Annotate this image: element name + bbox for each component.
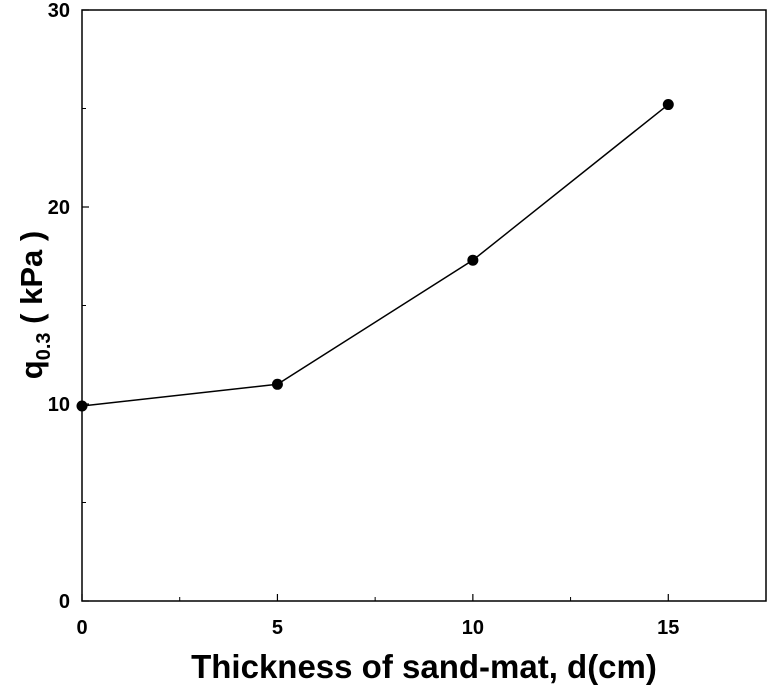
y-tick-label: 30 — [48, 0, 70, 22]
y-axis-title-unit: ( kPa ) — [14, 231, 49, 333]
series-line — [81, 103, 669, 407]
axis-ticks — [81, 9, 767, 602]
data-point — [76, 400, 88, 412]
y-axis-title-base: q — [14, 360, 49, 379]
y-axis-title-subscript: 0.3 — [33, 332, 55, 360]
y-tick-label: 10 — [48, 394, 70, 416]
data-point — [271, 378, 283, 390]
y-tick-label: 20 — [48, 197, 70, 219]
x-tick-label: 5 — [272, 617, 283, 639]
x-tick-label: 10 — [462, 617, 484, 639]
x-tick-label: 15 — [657, 617, 679, 639]
data-point — [467, 254, 479, 266]
y-tick-label: 0 — [59, 591, 70, 613]
data-series — [76, 99, 674, 412]
x-tick-label: 0 — [76, 617, 87, 639]
x-axis-title: Thickness of sand-mat, d(cm) — [191, 648, 657, 685]
axis-tick-labels: 0 5 10 15 0 10 20 30 — [48, 0, 680, 639]
data-point — [662, 99, 674, 111]
plot-frame — [81, 9, 767, 602]
y-axis-title: q0.3 ( kPa ) — [14, 231, 55, 379]
